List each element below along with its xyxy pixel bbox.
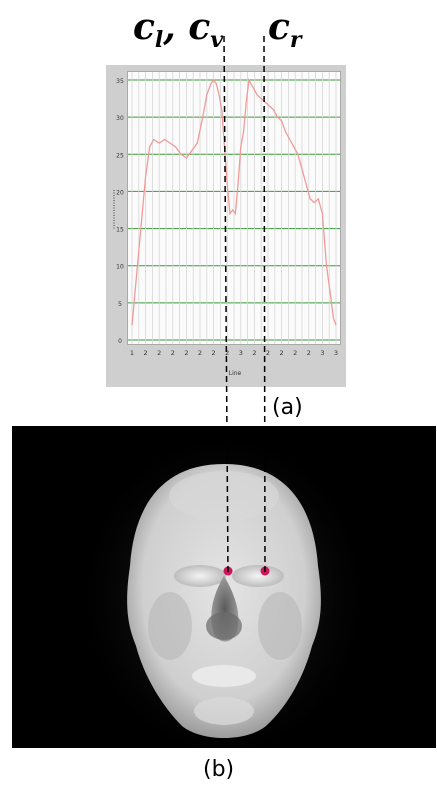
x-tick-label: 3: [334, 349, 338, 357]
x-tick-label: 2: [280, 349, 284, 357]
y-tick-label: 10: [116, 264, 124, 271]
guide-line-cl-cv: [223, 35, 229, 573]
mouth-region: [192, 665, 256, 687]
x-tick-label: 3: [320, 349, 324, 357]
chart-plot-area: [127, 71, 341, 345]
caption-b: (b): [203, 757, 235, 782]
y-tick-label: 15: [116, 227, 124, 234]
y-tick-label: 5: [118, 301, 122, 308]
y-tick-label: 30: [116, 115, 124, 122]
label-cr: cr: [268, 6, 302, 54]
y-tick-label: 20: [116, 189, 124, 196]
thermal-face-image: [12, 426, 436, 748]
x-tick-label: 1: [130, 349, 134, 357]
y-tick-label: 35: [116, 78, 124, 85]
caption-a: (a): [272, 395, 303, 420]
y-tick-label: 25: [116, 152, 124, 159]
x-axis-label: Line: [229, 370, 242, 377]
chart-axes: 0 5 10 15 20 25 30 35 1 2 2 2 2 2 2 2 3 2 2 2 2 2 3 3 Line: [113, 78, 338, 377]
x-tick-label: 2: [307, 349, 311, 357]
x-tick-label: 2: [212, 349, 216, 357]
guide-line-cr: [263, 35, 266, 573]
y-tick-label: 0: [118, 338, 122, 345]
left-eye-region: [174, 565, 226, 587]
x-tick-label: 2: [266, 349, 270, 357]
x-tick-label: 3: [239, 349, 243, 357]
right-eye-region: [232, 565, 284, 587]
x-tick-label: 2: [252, 349, 256, 357]
label-cl-cv: cl, cv: [133, 6, 224, 54]
x-tick-label: 2: [225, 349, 229, 357]
series-line: [131, 77, 337, 326]
x-tick-label: 2: [184, 349, 188, 357]
x-tick-label: 2: [157, 349, 161, 357]
x-tick-label: 2: [144, 349, 148, 357]
x-tick-label: 2: [293, 349, 297, 357]
line-chart: [128, 72, 340, 344]
x-tick-label: 2: [171, 349, 175, 357]
x-tick-label: 2: [198, 349, 202, 357]
